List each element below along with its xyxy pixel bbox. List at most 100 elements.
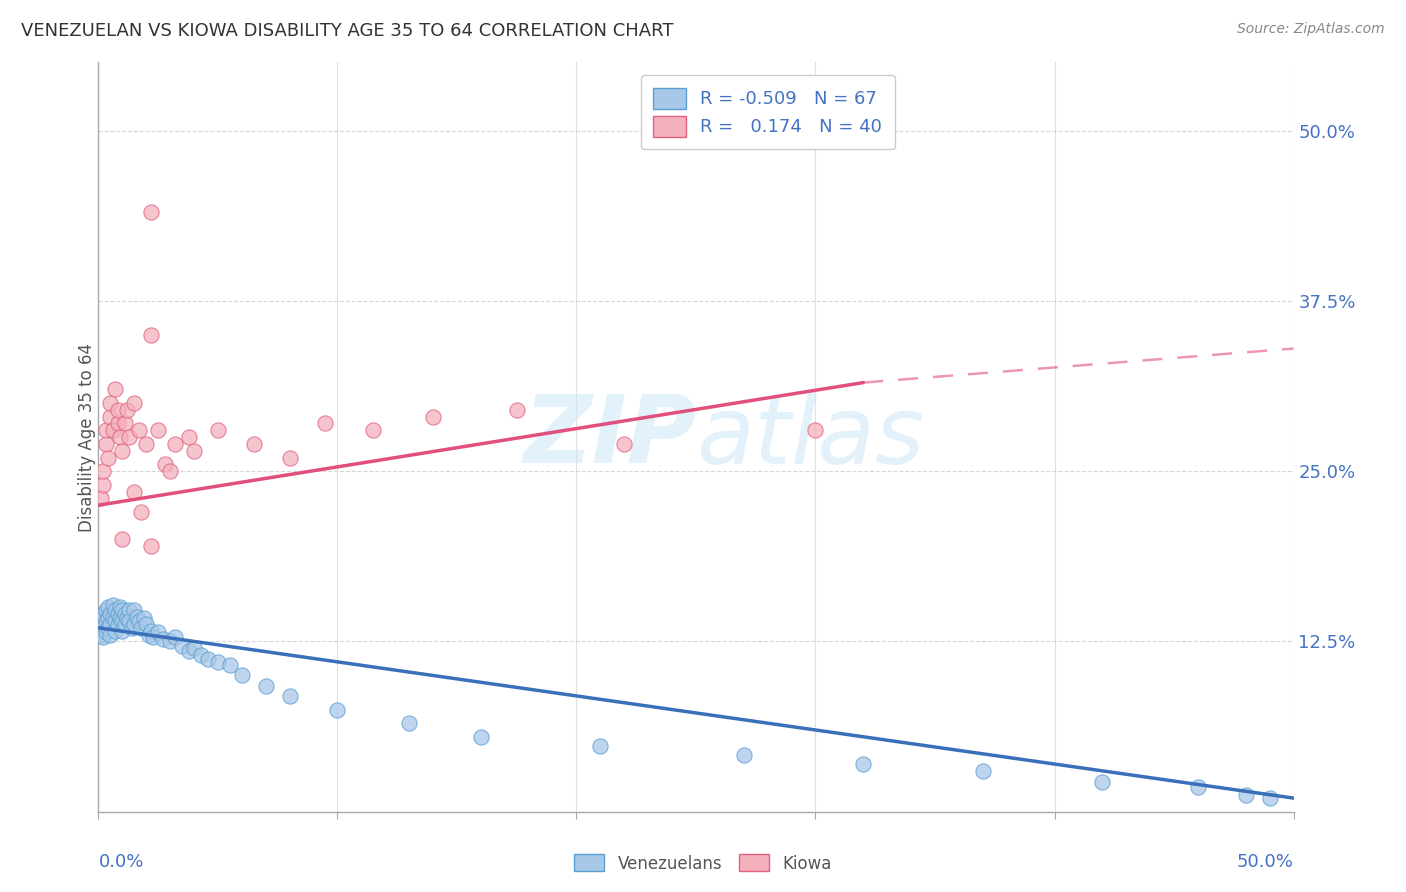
Point [104,603,127,617]
Point [124,396,146,410]
Point [114,417,136,431]
Text: 50.0%: 50.0% [1237,853,1294,871]
Point [155,458,177,472]
Point [190,648,212,662]
Point [98,627,122,641]
Point [101,423,124,437]
Point [97,450,120,465]
Point [124,616,146,631]
Point [207,655,229,669]
Point [94,614,117,628]
Point [94,603,117,617]
Point [613,437,636,451]
Point [138,627,160,641]
Point [111,533,134,547]
Point [852,757,875,772]
Point [139,539,162,553]
Point [107,618,129,632]
Point [115,611,138,625]
Point [183,641,205,656]
Point [94,437,117,451]
Point [97,600,120,615]
Point [108,430,131,444]
Point [1187,780,1209,795]
Point [179,644,201,658]
Point [98,616,122,631]
Point [152,632,174,646]
Point [315,417,337,431]
Point [139,624,162,638]
Point [207,423,229,437]
Point [124,484,146,499]
Point [107,417,129,431]
Point [278,689,301,703]
Point [589,739,612,754]
Point [1091,774,1114,789]
Point [142,631,165,645]
Point [91,477,114,491]
Point [163,437,186,451]
Point [139,327,162,342]
Point [132,611,155,625]
Point [111,614,134,628]
Point [98,409,122,424]
Text: atlas: atlas [696,392,924,483]
Text: Source: ZipAtlas.com: Source: ZipAtlas.com [1237,22,1385,37]
Point [422,409,444,424]
Point [148,423,170,437]
Text: VENEZUELAN VS KIOWA DISABILITY AGE 35 TO 64 CORRELATION CHART: VENEZUELAN VS KIOWA DISABILITY AGE 35 TO… [21,22,673,40]
Point [111,603,134,617]
Point [128,423,150,437]
Point [972,764,994,778]
Point [159,464,181,478]
Legend: R = -0.509   N = 67, R =   0.174   N = 40: R = -0.509 N = 67, R = 0.174 N = 40 [641,75,894,150]
Point [91,631,114,645]
Point [398,716,420,731]
Point [90,614,112,628]
Point [243,437,266,451]
Point [91,607,114,622]
Point [131,621,153,635]
Point [111,624,134,638]
Point [114,607,136,622]
Point [97,621,120,635]
Point [219,657,242,672]
Point [115,402,138,417]
Point [159,634,181,648]
Point [363,423,385,437]
Point [107,402,129,417]
Point [163,631,186,645]
Point [98,396,122,410]
Point [94,624,117,639]
Point [135,616,157,631]
Point [90,627,112,641]
Point [108,600,131,615]
Point [148,624,170,639]
Point [125,610,148,624]
Point [121,621,143,635]
Point [326,702,349,716]
Point [135,437,157,451]
Point [104,614,127,628]
Point [278,450,301,465]
Point [108,611,131,625]
Point [111,443,134,458]
Point [107,607,129,622]
Point [231,668,253,682]
Point [104,383,127,397]
Point [97,611,120,625]
Point [101,610,124,624]
Point [1234,789,1257,803]
Point [733,747,755,762]
Point [90,491,112,506]
Point [506,402,529,417]
Point [91,464,114,478]
Point [254,679,277,693]
Point [804,423,827,437]
Point [98,607,122,622]
Point [172,639,194,653]
Point [128,614,150,628]
Point [118,614,141,628]
Point [470,730,492,744]
Point [139,205,162,219]
